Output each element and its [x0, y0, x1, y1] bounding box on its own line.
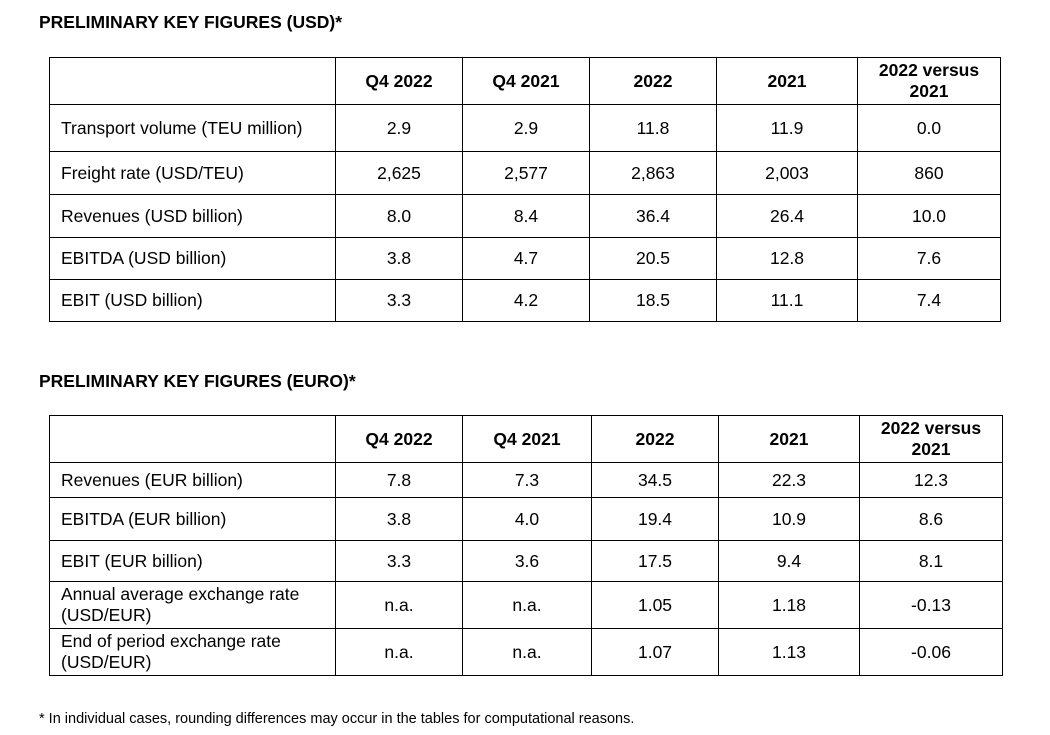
header-cell: 2022 versus 2021: [859, 415, 1003, 463]
table-cell: 1.18: [718, 581, 860, 629]
eur-key-figures-table: Q4 2022 Q4 2021 2022 2021 2022 versus 20…: [49, 415, 1003, 676]
header-cell: Q4 2021: [462, 57, 590, 105]
table-row: Revenues (EUR billion) 7.8 7.3 34.5 22.3…: [49, 462, 1003, 498]
row-label: Annual average exchange rate (USD/EUR): [49, 581, 336, 629]
table-cell: 0.0: [857, 104, 1001, 152]
table-cell: 19.4: [591, 497, 719, 541]
row-label: Freight rate (USD/TEU): [49, 151, 336, 195]
table-row: Freight rate (USD/TEU) 2,625 2,577 2,863…: [49, 151, 1001, 195]
table-cell: 2,577: [462, 151, 590, 195]
header-cell: Q4 2022: [335, 57, 463, 105]
row-label: EBITDA (USD billion): [49, 237, 336, 280]
table-cell: n.a.: [335, 581, 463, 629]
header-cell: 2022: [591, 415, 719, 463]
row-label: Revenues (EUR billion): [49, 462, 336, 498]
table-cell: n.a.: [462, 628, 592, 676]
table-cell: 20.5: [589, 237, 717, 280]
row-label: End of period exchange rate (USD/EUR): [49, 628, 336, 676]
table-cell: 8.1: [859, 540, 1003, 582]
table-cell: 34.5: [591, 462, 719, 498]
table-cell: 17.5: [591, 540, 719, 582]
row-label: Revenues (USD billion): [49, 194, 336, 238]
header-cell: 2022: [589, 57, 717, 105]
table-cell: 22.3: [718, 462, 860, 498]
table-cell: 8.6: [859, 497, 1003, 541]
table-cell: 7.3: [462, 462, 592, 498]
eur-section-title: PRELIMINARY KEY FIGURES (EURO)*: [39, 371, 356, 391]
table-row: Annual average exchange rate (USD/EUR) n…: [49, 581, 1003, 629]
table-cell: 4.2: [462, 279, 590, 322]
header-cell: 2022 versus 2021: [857, 57, 1001, 105]
table-cell: 12.8: [716, 237, 858, 280]
table-row: EBIT (USD billion) 3.3 4.2 18.5 11.1 7.4: [49, 279, 1001, 322]
header-cell: [49, 415, 336, 463]
table-cell: 11.1: [716, 279, 858, 322]
table-cell: n.a.: [462, 581, 592, 629]
table-cell: 4.7: [462, 237, 590, 280]
table-row: Revenues (USD billion) 8.0 8.4 36.4 26.4…: [49, 194, 1001, 238]
table-cell: -0.13: [859, 581, 1003, 629]
table-cell: 3.3: [335, 540, 463, 582]
table-cell: 1.13: [718, 628, 860, 676]
table-cell: 26.4: [716, 194, 858, 238]
table-row: EBITDA (EUR billion) 3.8 4.0 19.4 10.9 8…: [49, 497, 1003, 541]
row-label: Transport volume (TEU million): [49, 104, 336, 152]
table-cell: 18.5: [589, 279, 717, 322]
table-cell: 8.4: [462, 194, 590, 238]
header-cell: 2021: [716, 57, 858, 105]
table-cell: 3.8: [335, 497, 463, 541]
table-cell: 7.4: [857, 279, 1001, 322]
table-cell: 2.9: [462, 104, 590, 152]
table-row: EBITDA (USD billion) 3.8 4.7 20.5 12.8 7…: [49, 237, 1001, 280]
table-cell: 3.3: [335, 279, 463, 322]
header-cell: [49, 57, 336, 105]
table-cell: 7.6: [857, 237, 1001, 280]
row-label: EBITDA (EUR billion): [49, 497, 336, 541]
table-header-row: Q4 2022 Q4 2021 2022 2021 2022 versus 20…: [49, 57, 1001, 105]
footnote: * In individual cases, rounding differen…: [39, 711, 635, 727]
usd-key-figures-table: Q4 2022 Q4 2021 2022 2021 2022 versus 20…: [49, 57, 1001, 322]
table-header-row: Q4 2022 Q4 2021 2022 2021 2022 versus 20…: [49, 415, 1003, 463]
table-cell: 2,003: [716, 151, 858, 195]
table-cell: 1.05: [591, 581, 719, 629]
table-row: Transport volume (TEU million) 2.9 2.9 1…: [49, 104, 1001, 152]
table-cell: 11.9: [716, 104, 858, 152]
table-cell: 2,625: [335, 151, 463, 195]
table-cell: 10.0: [857, 194, 1001, 238]
table-row: End of period exchange rate (USD/EUR) n.…: [49, 628, 1003, 676]
table-cell: 36.4: [589, 194, 717, 238]
table-cell: 2.9: [335, 104, 463, 152]
usd-section-title: PRELIMINARY KEY FIGURES (USD)*: [39, 12, 343, 32]
table-cell: 9.4: [718, 540, 860, 582]
header-cell: 2021: [718, 415, 860, 463]
table-cell: 1.07: [591, 628, 719, 676]
header-cell: Q4 2022: [335, 415, 463, 463]
table-cell: 860: [857, 151, 1001, 195]
table-cell: 3.8: [335, 237, 463, 280]
header-cell: Q4 2021: [462, 415, 592, 463]
table-cell: 7.8: [335, 462, 463, 498]
table-cell: 10.9: [718, 497, 860, 541]
table-row: EBIT (EUR billion) 3.3 3.6 17.5 9.4 8.1: [49, 540, 1003, 582]
table-cell: 2,863: [589, 151, 717, 195]
table-cell: -0.06: [859, 628, 1003, 676]
row-label: EBIT (USD billion): [49, 279, 336, 322]
table-cell: 12.3: [859, 462, 1003, 498]
table-cell: 8.0: [335, 194, 463, 238]
table-cell: 4.0: [462, 497, 592, 541]
table-cell: 11.8: [589, 104, 717, 152]
table-cell: n.a.: [335, 628, 463, 676]
table-cell: 3.6: [462, 540, 592, 582]
row-label: EBIT (EUR billion): [49, 540, 336, 582]
